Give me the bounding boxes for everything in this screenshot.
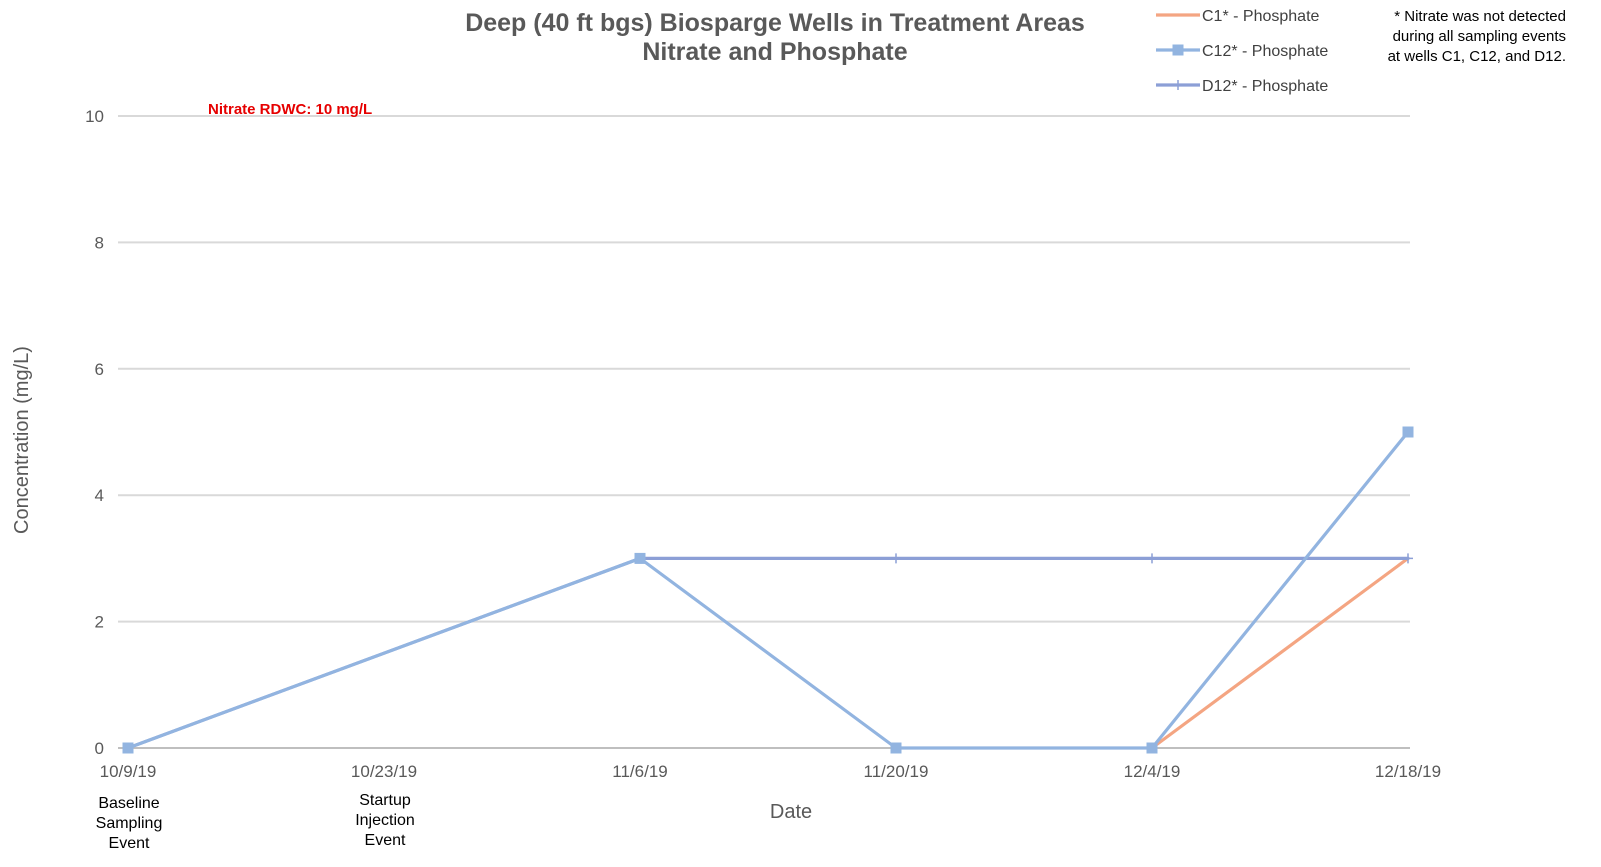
note-line: at wells C1, C12, and D12.	[1388, 48, 1566, 65]
x-tick-label: 12/18/19	[1375, 762, 1441, 781]
series-line	[1150, 556, 1410, 750]
event-label: Baseline	[98, 795, 159, 812]
legend-item: D12* - Phosphate	[1156, 78, 1328, 95]
data-point-marker	[1147, 553, 1157, 564]
x-axis-label: Date	[770, 801, 812, 823]
chart-title-line: Nitrate and Phosphate	[642, 38, 907, 66]
data-point-marker	[634, 552, 646, 564]
reference-label: Nitrate RDWC: 10 mg/L	[208, 101, 372, 118]
x-tick-label: 12/4/19	[1124, 762, 1181, 781]
event-label: Injection	[355, 812, 415, 829]
event-label: Startup	[359, 792, 411, 809]
data-point-marker	[890, 742, 902, 754]
series-c12	[122, 426, 1414, 754]
y-axis-label: Concentration (mg/L)	[11, 346, 33, 534]
legend-label: C12* - Phosphate	[1202, 43, 1328, 60]
chart-title-line: Deep (40 ft bgs) Biosparge Wells in Trea…	[465, 9, 1085, 37]
x-tick-label: 10/23/19	[351, 762, 417, 781]
y-axis-ticks: 0 2 4 6 8 10	[85, 107, 104, 758]
x-tick-label: 11/6/19	[612, 762, 667, 781]
data-point-marker	[1172, 44, 1184, 56]
x-tick-label: 11/20/19	[864, 762, 929, 781]
x-tick-label: 10/9/19	[100, 762, 157, 781]
legend-item: C12* - Phosphate	[1156, 43, 1328, 60]
y-tick-label: 4	[95, 486, 104, 505]
event-label: Event	[109, 835, 150, 852]
data-point-marker	[1146, 742, 1158, 754]
note-line: during all sampling events	[1393, 28, 1566, 45]
data-point-marker	[122, 742, 134, 754]
legend-label: D12* - Phosphate	[1202, 78, 1328, 95]
data-point-marker	[1173, 80, 1183, 90]
gridlines	[118, 115, 1410, 749]
event-label: Event	[365, 832, 406, 849]
series-c1	[1150, 556, 1410, 750]
y-tick-label: 6	[95, 360, 104, 379]
y-tick-label: 0	[95, 739, 104, 758]
series-lines	[122, 426, 1414, 754]
legend: C1* - Phosphate C12* - Phosphate D12* - Ph…	[1156, 8, 1328, 95]
legend-item: C1* - Phosphate	[1156, 8, 1320, 25]
note: * Nitrate was not detected during all sam…	[1388, 8, 1566, 65]
note-line: * Nitrate was not detected	[1394, 8, 1566, 25]
data-point-marker	[891, 553, 901, 564]
y-tick-label: 2	[95, 613, 104, 632]
chart-title-line: Site SS-01	[714, 0, 836, 4]
x-axis-ticks: 10/9/19 10/23/19 11/6/19 11/20/19 12/4/19 12/…	[100, 762, 1441, 781]
data-point-marker	[1402, 426, 1414, 438]
legend-label: C1* - Phosphate	[1202, 8, 1320, 25]
event-annotations: Baseline Sampling Event Startup Injection Eve…	[96, 792, 415, 852]
data-point-marker	[1403, 553, 1413, 564]
event-label: Sampling	[96, 815, 163, 832]
chart-title: Site SS-01 Deep (40 ft bgs) Biosparge Wel…	[465, 0, 1085, 66]
y-tick-label: 10	[85, 107, 104, 126]
y-tick-label: 8	[95, 233, 104, 252]
